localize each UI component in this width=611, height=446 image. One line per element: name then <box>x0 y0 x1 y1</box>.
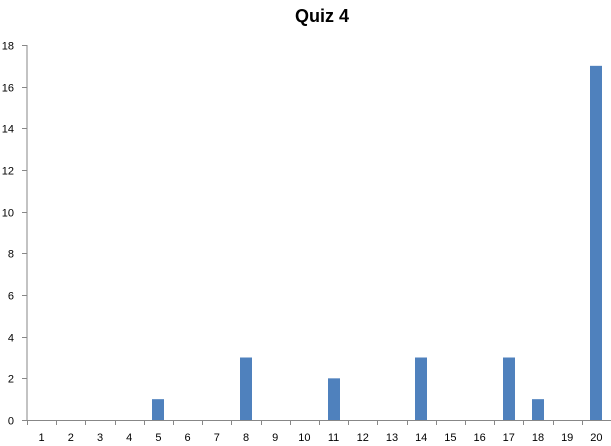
x-tick-label: 17 <box>503 432 515 444</box>
x-tick-label: 8 <box>243 432 249 444</box>
x-tick-label: 13 <box>386 432 398 444</box>
bar-5 <box>152 399 164 420</box>
bar-11 <box>328 378 340 420</box>
y-tick-label: 12 <box>2 166 14 178</box>
bar-14 <box>415 357 427 420</box>
y-tick-label: 4 <box>8 333 14 345</box>
y-tick-label: 8 <box>8 249 14 261</box>
x-tick-label: 19 <box>561 432 573 444</box>
bar-18 <box>532 399 544 420</box>
bar-17 <box>503 357 515 420</box>
bar-20 <box>590 65 602 420</box>
x-tick-label: 15 <box>444 432 456 444</box>
x-tick-label: 20 <box>590 432 602 444</box>
x-tick-label: 11 <box>328 432 339 444</box>
x-tick-label: 18 <box>532 432 544 444</box>
x-tick-label: 16 <box>473 432 485 444</box>
x-axis: 1 2 3 4 5 6 7 8 9 10 11 12 13 14 15 16 17 18 19 20 <box>27 420 611 444</box>
x-tick-label: 12 <box>357 432 369 444</box>
y-tick-label: 0 <box>8 416 14 428</box>
y-tick-label: 2 <box>8 374 14 386</box>
x-tick-label: 4 <box>126 432 132 444</box>
y-tick-label: 14 <box>2 124 14 136</box>
x-tick-label: 9 <box>272 432 278 444</box>
x-tick-label: 3 <box>97 432 103 444</box>
y-axis: 0 2 4 6 8 10 12 14 16 18 <box>2 41 28 428</box>
x-tick-label: 6 <box>185 432 191 444</box>
y-tick-label: 10 <box>2 208 14 220</box>
x-tick-label: 1 <box>39 432 45 444</box>
y-tick-label: 6 <box>8 291 14 303</box>
x-tick-label: 14 <box>415 432 427 444</box>
chart-title: Quiz 4 <box>295 6 349 26</box>
x-tick-label: 5 <box>155 432 161 444</box>
x-tick-label: 7 <box>214 432 220 444</box>
bars <box>152 65 602 420</box>
y-tick-label: 16 <box>2 83 14 95</box>
bar-8 <box>240 357 252 420</box>
x-tick-label: 10 <box>298 432 310 444</box>
x-tick-label: 2 <box>68 432 74 444</box>
y-tick-label: 18 <box>2 41 14 53</box>
